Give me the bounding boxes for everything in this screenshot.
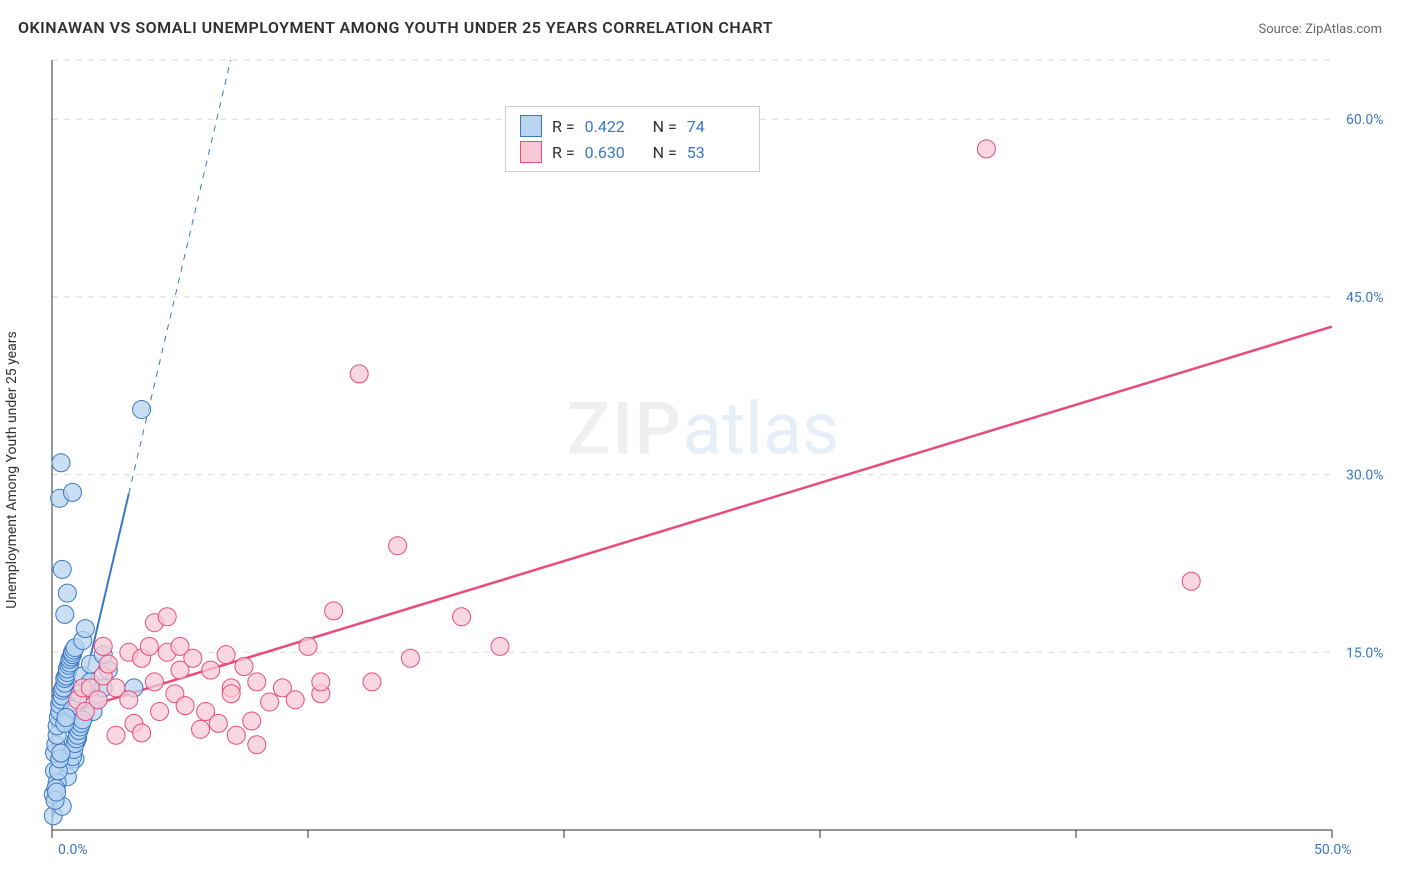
n-label: N = bbox=[653, 117, 677, 136]
r-value-somalis: 0.630 bbox=[585, 143, 643, 162]
svg-text:45.0%: 45.0% bbox=[1346, 290, 1384, 306]
svg-text:30.0%: 30.0% bbox=[1346, 468, 1384, 484]
legend-row-somalis: R = 0.630 N = 53 bbox=[520, 139, 745, 165]
scatter-chart: 0.0% 50.0% 15.0% 30.0% 45.0% 60.0% bbox=[0, 50, 1406, 892]
r-value-okinawans: 0.422 bbox=[585, 117, 643, 136]
svg-text:50.0%: 50.0% bbox=[1314, 842, 1352, 858]
swatch-somalis bbox=[520, 141, 542, 163]
n-value-okinawans: 74 bbox=[687, 117, 745, 136]
legend-row-okinawans: R = 0.422 N = 74 bbox=[520, 113, 745, 139]
y-axis-label: Unemployment Among Youth under 25 years bbox=[4, 331, 20, 608]
svg-text:15.0%: 15.0% bbox=[1346, 645, 1384, 661]
chart-container: Unemployment Among Youth under 25 years … bbox=[0, 50, 1406, 892]
n-label: N = bbox=[653, 143, 677, 162]
svg-text:0.0%: 0.0% bbox=[58, 842, 88, 858]
swatch-okinawans bbox=[520, 115, 542, 137]
r-label: R = bbox=[552, 117, 575, 136]
n-value-somalis: 53 bbox=[687, 143, 745, 162]
source-attribution: Source: ZipAtlas.com bbox=[1258, 22, 1382, 37]
correlation-legend: R = 0.422 N = 74 R = 0.630 N = 53 bbox=[505, 106, 760, 172]
svg-text:60.0%: 60.0% bbox=[1346, 112, 1384, 128]
chart-title: OKINAWAN VS SOMALI UNEMPLOYMENT AMONG YO… bbox=[18, 18, 773, 37]
r-label: R = bbox=[552, 143, 575, 162]
